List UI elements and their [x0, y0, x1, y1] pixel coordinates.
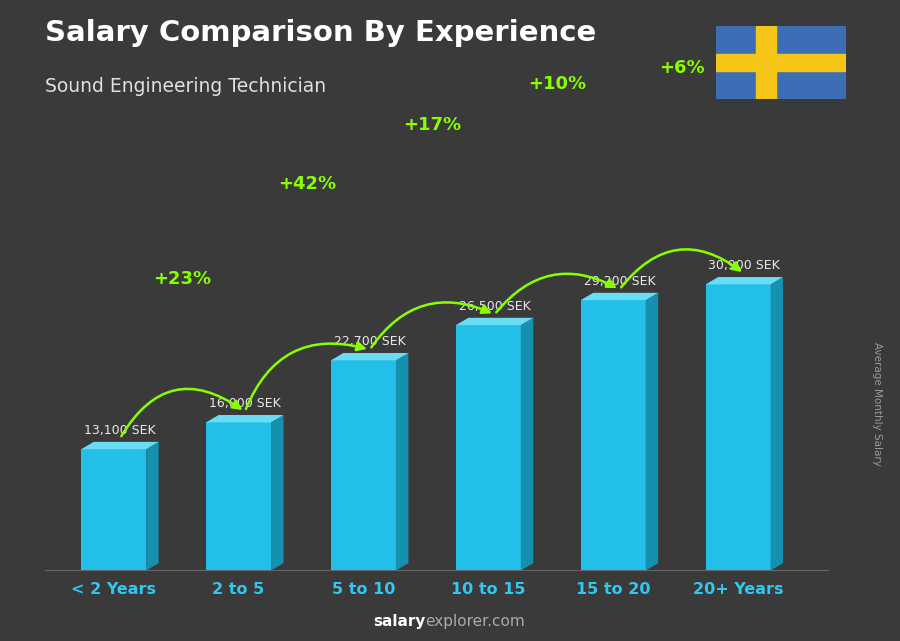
Text: +42%: +42%	[278, 175, 337, 193]
Text: 13,100 SEK: 13,100 SEK	[84, 424, 156, 437]
Polygon shape	[456, 318, 534, 325]
Polygon shape	[271, 415, 284, 570]
Text: +6%: +6%	[659, 59, 705, 77]
Text: +10%: +10%	[528, 75, 586, 93]
Polygon shape	[706, 277, 783, 285]
Text: 30,900 SEK: 30,900 SEK	[708, 259, 780, 272]
Bar	[81, 449, 146, 570]
Polygon shape	[580, 293, 658, 300]
Text: Salary Comparison By Experience: Salary Comparison By Experience	[45, 19, 596, 47]
Text: salary: salary	[374, 615, 426, 629]
Polygon shape	[81, 442, 158, 449]
Text: 22,700 SEK: 22,700 SEK	[334, 335, 406, 348]
Polygon shape	[396, 353, 409, 570]
Bar	[456, 325, 521, 570]
Polygon shape	[645, 293, 658, 570]
Text: explorer.com: explorer.com	[425, 615, 525, 629]
Text: 16,000 SEK: 16,000 SEK	[209, 397, 281, 410]
Bar	[580, 300, 645, 570]
Bar	[206, 422, 271, 570]
Bar	[706, 285, 770, 570]
Bar	[331, 360, 396, 570]
Polygon shape	[521, 318, 534, 570]
Text: Average Monthly Salary: Average Monthly Salary	[872, 342, 883, 466]
Polygon shape	[331, 353, 409, 360]
Text: +17%: +17%	[403, 117, 461, 135]
Text: 26,500 SEK: 26,500 SEK	[459, 300, 530, 313]
Polygon shape	[146, 442, 158, 570]
Text: Sound Engineering Technician: Sound Engineering Technician	[45, 77, 326, 96]
Text: +23%: +23%	[153, 271, 211, 288]
Text: 29,200 SEK: 29,200 SEK	[583, 275, 655, 288]
Bar	[756, 26, 776, 99]
Bar	[716, 54, 846, 71]
Polygon shape	[206, 415, 284, 422]
Polygon shape	[770, 277, 783, 570]
